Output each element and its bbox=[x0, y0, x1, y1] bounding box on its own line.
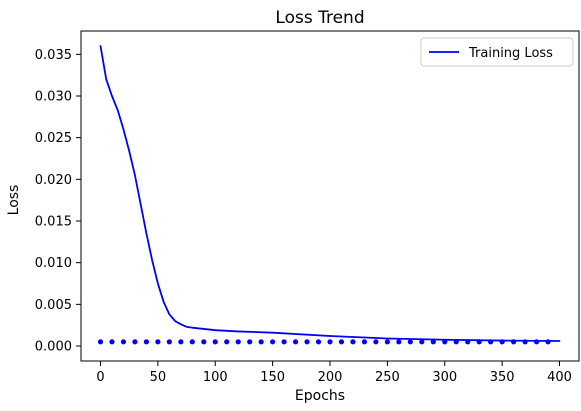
scatter-point bbox=[97, 339, 104, 345]
scatter-point bbox=[533, 339, 540, 345]
scatter-point bbox=[396, 339, 402, 345]
scatter-point bbox=[224, 339, 230, 345]
scatter-point bbox=[120, 339, 127, 345]
legend-label: Training Loss bbox=[468, 46, 553, 61]
scatter-point bbox=[373, 339, 379, 345]
scatter-point bbox=[407, 339, 413, 345]
scatter-point bbox=[350, 339, 356, 345]
y-tick-label: 0.035 bbox=[35, 48, 72, 63]
x-tick-label: 200 bbox=[318, 370, 343, 385]
scatter-point bbox=[212, 339, 218, 345]
scatter-point bbox=[522, 339, 528, 345]
scatter-point bbox=[465, 339, 471, 345]
scatter-point bbox=[235, 339, 241, 345]
x-tick-label: 50 bbox=[150, 370, 167, 385]
scatter-point bbox=[419, 339, 425, 345]
x-tick-label: 300 bbox=[432, 370, 457, 385]
scatter-point bbox=[292, 339, 299, 345]
plot-area bbox=[81, 31, 579, 361]
x-axis-label: Epochs bbox=[295, 388, 345, 404]
scatter-point bbox=[361, 339, 368, 345]
scatter-point bbox=[499, 339, 505, 345]
scatter-point bbox=[258, 339, 264, 345]
scatter-point bbox=[109, 339, 115, 345]
scatter-point bbox=[247, 339, 253, 345]
scatter-point bbox=[338, 339, 345, 345]
scatter-point bbox=[488, 339, 494, 345]
legend-box bbox=[420, 37, 574, 67]
y-tick-label: 0.025 bbox=[35, 131, 72, 146]
scatter-point bbox=[270, 339, 276, 345]
y-axis-label: Loss bbox=[6, 185, 22, 216]
scatter-point bbox=[315, 339, 322, 345]
x-tick-label: 350 bbox=[490, 370, 515, 385]
scatter-point bbox=[178, 339, 184, 345]
y-tick-label: 0.020 bbox=[35, 173, 72, 188]
scatter-point bbox=[143, 339, 150, 345]
x-tick-label: 250 bbox=[375, 370, 400, 385]
scatter-point bbox=[384, 339, 390, 345]
y-tick-label: 0.015 bbox=[35, 215, 72, 230]
scatter-point bbox=[155, 339, 161, 345]
x-tick-label: 150 bbox=[260, 370, 285, 385]
scatter-point bbox=[166, 339, 172, 345]
scatter-point bbox=[442, 339, 448, 345]
scatter-point bbox=[430, 339, 436, 345]
chart-legend: Training Loss bbox=[420, 37, 574, 67]
scatter-point bbox=[476, 339, 482, 345]
y-tick-label: 0.005 bbox=[35, 298, 72, 313]
scatter-point bbox=[453, 339, 459, 345]
x-tick-label: 400 bbox=[547, 370, 572, 385]
scatter-point bbox=[304, 339, 310, 345]
scatter-point bbox=[327, 339, 333, 345]
y-tick-label: 0.030 bbox=[35, 90, 72, 105]
training-loss-line bbox=[99, 45, 561, 342]
x-tick-label: 0 bbox=[96, 370, 104, 385]
x-tick-label: 100 bbox=[203, 370, 228, 385]
scatter-point bbox=[132, 339, 138, 345]
y-tick-label: 0.010 bbox=[35, 256, 72, 271]
scatter-point bbox=[281, 339, 287, 345]
scatter-point bbox=[545, 339, 551, 345]
scatter-point bbox=[510, 339, 517, 345]
y-tick-label: 0.000 bbox=[35, 340, 72, 355]
chart-title: Loss Trend bbox=[275, 8, 364, 28]
scatter-point bbox=[201, 339, 207, 345]
scatter-point bbox=[189, 339, 195, 345]
